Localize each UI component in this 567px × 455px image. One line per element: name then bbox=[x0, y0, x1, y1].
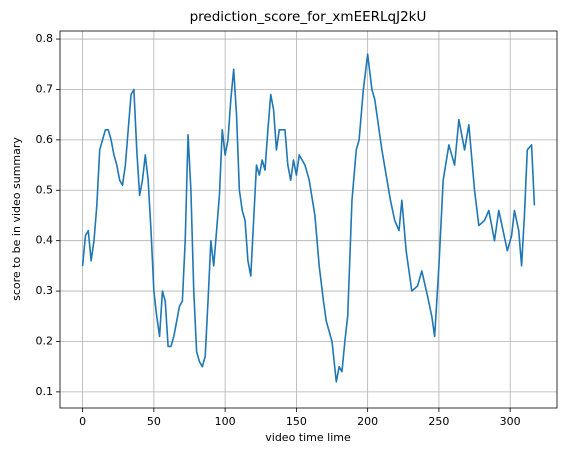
x-tick-label: 0 bbox=[79, 415, 86, 428]
y-tick-label: 0.7 bbox=[36, 82, 54, 95]
x-tick-label: 250 bbox=[428, 415, 449, 428]
y-tick-label: 0.6 bbox=[36, 133, 54, 146]
y-tick-label: 0.4 bbox=[36, 234, 54, 247]
line-series bbox=[81, 53, 536, 383]
y-tick-label: 0.8 bbox=[36, 32, 54, 45]
y-tick-label: 0.3 bbox=[36, 284, 54, 297]
x-tick-label: 50 bbox=[147, 415, 161, 428]
y-tick-label: 0.5 bbox=[36, 183, 54, 196]
y-tick-label: 0.1 bbox=[36, 385, 54, 398]
x-tick-label: 100 bbox=[215, 415, 236, 428]
x-tick-label: 150 bbox=[286, 415, 307, 428]
y-tick-label: 0.2 bbox=[36, 334, 54, 347]
x-tick-label: 300 bbox=[500, 415, 521, 428]
plot-frame bbox=[59, 30, 558, 409]
x-axis-label: video time lime bbox=[265, 431, 351, 444]
chart-title: prediction_score_for_xmEERLqJ2kU bbox=[190, 9, 427, 25]
x-tick-label: 200 bbox=[357, 415, 378, 428]
y-axis-label: score to be in video summary bbox=[10, 137, 23, 301]
